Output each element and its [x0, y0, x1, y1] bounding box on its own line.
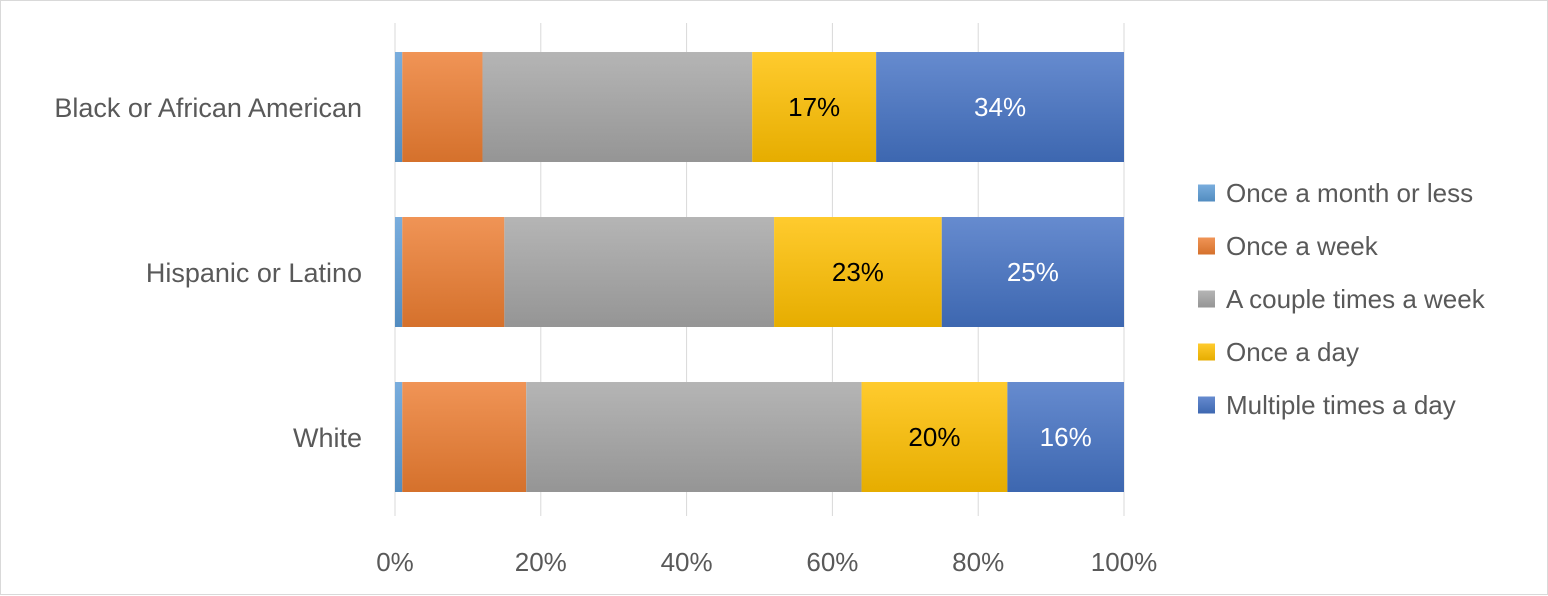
legend: Once a month or less Once a week A couple …: [1198, 178, 1486, 420]
legend-item: Once a week: [1198, 231, 1379, 261]
bars: 17% 34% 23% 25% 20% 16%: [395, 52, 1124, 492]
bar-segment: [402, 382, 527, 492]
bar-segment: [482, 52, 753, 162]
bar-segment: [395, 52, 403, 162]
legend-swatch: [1198, 184, 1215, 202]
x-tick-label: 100%: [1091, 547, 1158, 577]
x-axis-tick-labels: 0% 20% 40% 60% 80% 100%: [376, 547, 1157, 577]
legend-item: Once a month or less: [1198, 178, 1473, 208]
data-label: 17%: [788, 92, 840, 122]
bar-segment: [774, 217, 942, 327]
legend-label: Once a day: [1226, 337, 1359, 367]
legend-item: A couple times a week: [1198, 284, 1486, 314]
data-label: 20%: [908, 422, 960, 452]
legend-label: Multiple times a day: [1226, 390, 1456, 420]
legend-label: Once a month or less: [1226, 178, 1473, 208]
x-tick-label: 80%: [952, 547, 1004, 577]
data-label: 25%: [1007, 257, 1059, 287]
legend-label: Once a week: [1226, 231, 1379, 261]
bar-segment: [752, 52, 877, 162]
bar-segment: [876, 52, 1124, 162]
bar-segment: [526, 382, 862, 492]
legend-swatch: [1198, 290, 1215, 308]
x-tick-label: 20%: [515, 547, 567, 577]
category-label: White: [293, 423, 362, 453]
category-label: Black or African American: [54, 93, 362, 123]
bar-segment: [395, 382, 403, 492]
legend-swatch: [1198, 237, 1215, 255]
x-tick-label: 60%: [806, 547, 858, 577]
legend-item: Multiple times a day: [1198, 390, 1456, 420]
data-label: 16%: [1040, 422, 1092, 452]
bar-segment: [861, 382, 1008, 492]
data-label: 34%: [974, 92, 1026, 122]
x-tick-label: 0%: [376, 547, 414, 577]
legend-label: A couple times a week: [1226, 284, 1486, 314]
bar-segment: [402, 52, 483, 162]
bar-segment: [402, 217, 505, 327]
bar-segment: [1007, 382, 1124, 492]
category-labels: Black or African American Hispanic or Lat…: [54, 93, 362, 453]
category-label: Hispanic or Latino: [146, 258, 362, 288]
bar-segment: [504, 217, 775, 327]
legend-swatch: [1198, 396, 1215, 414]
data-label: 23%: [832, 257, 884, 287]
bar-segment: [395, 217, 403, 327]
legend-item: Once a day: [1198, 337, 1359, 367]
legend-swatch: [1198, 343, 1215, 361]
bar-segment: [941, 217, 1124, 327]
x-tick-label: 40%: [661, 547, 713, 577]
